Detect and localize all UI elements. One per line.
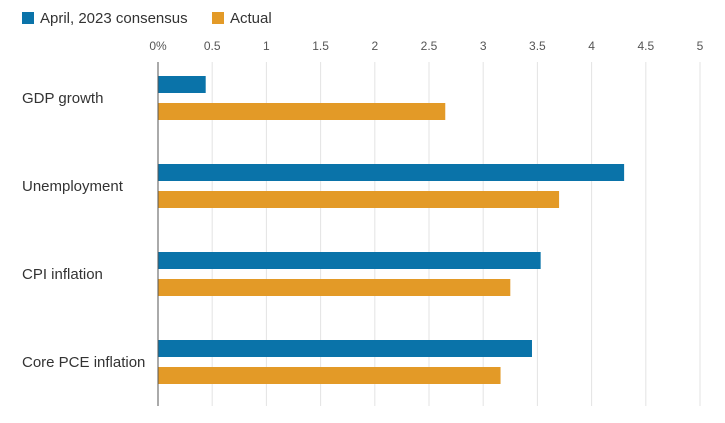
x-tick-label-5: 5 <box>697 39 704 53</box>
x-tick-label-2: 2 <box>371 39 378 53</box>
category-labels: GDP growth Unemployment CPI inflation Core … <box>22 90 145 371</box>
x-tick-label-2-5: 2.5 <box>421 39 438 53</box>
x-tick-label-1: 1 <box>263 39 270 53</box>
x-tick-label-3-5: 3.5 <box>529 39 546 53</box>
category-label-unemployment: Unemployment <box>22 178 124 195</box>
bars <box>158 76 625 384</box>
x-tick-labels: 0% 0.5 1 1.5 2 2.5 3 3.5 4 4.5 5 <box>149 39 703 53</box>
x-tick-label-0-5: 0.5 <box>204 39 221 53</box>
legend-label-actual: Actual <box>230 10 272 27</box>
legend-swatch-actual <box>212 12 224 24</box>
x-tick-label-1-5: 1.5 <box>312 39 329 53</box>
category-label-cpi-inflation: CPI inflation <box>22 266 103 283</box>
legend-swatch-april-2023-consensus <box>22 12 34 24</box>
bar-core-pce-inflation-april-2023-consensus <box>158 340 532 357</box>
category-label-gdp-growth: GDP growth <box>22 90 103 107</box>
x-tick-label-0: 0% <box>149 39 167 53</box>
bar-gdp-growth-actual <box>158 103 446 120</box>
legend-label-april-2023-consensus: April, 2023 consensus <box>40 10 188 27</box>
x-tick-label-4-5: 4.5 <box>637 39 654 53</box>
bar-unemployment-april-2023-consensus <box>158 164 625 181</box>
bar-unemployment-actual <box>158 191 560 208</box>
bar-cpi-inflation-actual <box>158 279 511 296</box>
bar-gdp-growth-april-2023-consensus <box>158 76 206 93</box>
legend: April, 2023 consensus Actual <box>22 10 272 27</box>
bar-cpi-inflation-april-2023-consensus <box>158 252 541 269</box>
x-tick-label-3: 3 <box>480 39 487 53</box>
x-tick-label-4: 4 <box>588 39 595 53</box>
bar-core-pce-inflation-actual <box>158 367 501 384</box>
category-label-core-pce-inflation: Core PCE inflation <box>22 354 145 371</box>
